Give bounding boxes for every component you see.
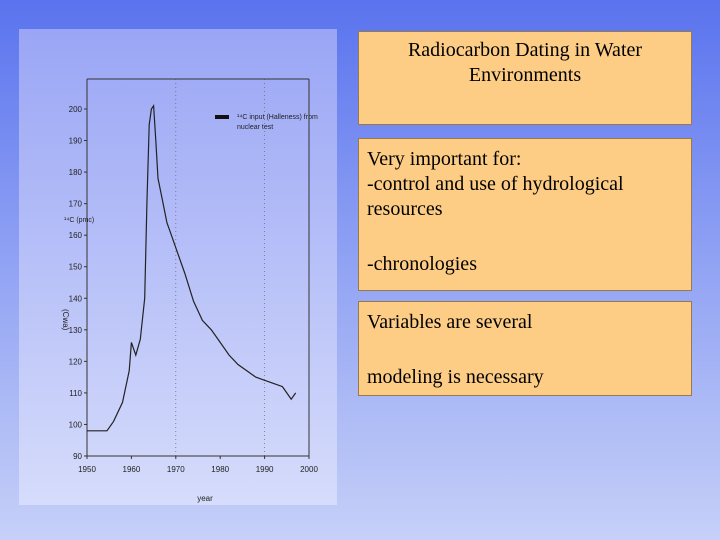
title-box: Radiocarbon Dating in Water Environments xyxy=(358,31,692,125)
legend-label-line1: ¹⁴C input (Halleness) from xyxy=(237,114,318,121)
spacer xyxy=(367,335,683,365)
x-tick-label: 2000 xyxy=(300,465,318,474)
y-tick-label: 190 xyxy=(69,137,83,146)
legend: ¹⁴C input (Halleness) from nuclear test xyxy=(215,114,318,131)
variables-box: Variables are several modeling is necess… xyxy=(358,301,692,396)
importance-box: Very important for: -control and use of … xyxy=(358,138,692,291)
x-axis-label: year xyxy=(197,494,213,503)
y-tick-label: 110 xyxy=(69,389,82,398)
x-tick-label: 1950 xyxy=(78,465,96,474)
y-tick-label: 130 xyxy=(69,326,83,335)
y-tick-label: 120 xyxy=(69,357,83,366)
importance-line-1: -control and use of hydrological xyxy=(367,173,624,195)
y-tick-label: 140 xyxy=(69,294,83,303)
y-tick-label: 200 xyxy=(69,105,83,114)
y-tick-label: 90 xyxy=(73,452,82,461)
x-tick-label: 1990 xyxy=(256,465,274,474)
y-tick-label: 100 xyxy=(69,420,83,429)
y-tick-label: 180 xyxy=(69,168,83,177)
importance-extra: -chronologies xyxy=(367,253,477,275)
x-tick-label: 1980 xyxy=(211,465,229,474)
series-line xyxy=(87,104,297,432)
legend-swatch xyxy=(215,115,229,119)
spacer xyxy=(367,222,683,252)
x-tick-label: 1960 xyxy=(123,465,141,474)
importance-line-2: resources xyxy=(367,198,443,220)
y-tick-label: 170 xyxy=(69,200,83,209)
importance-heading: Very important for: xyxy=(367,148,522,170)
legend-label-line2: nuclear test xyxy=(237,124,273,131)
radiocarbon-chart: 1950 1960 1970 1980 1990 2000 90 100 110 120 130 14… xyxy=(19,29,337,505)
variables-line-1: Variables are several xyxy=(367,311,533,333)
variables-line-2: modeling is necessary xyxy=(367,366,544,388)
x-tick-label: 1970 xyxy=(167,465,185,474)
chart-background xyxy=(19,29,337,505)
y-tick-label: 160 xyxy=(69,231,83,240)
title-line-2: Environments xyxy=(468,64,582,86)
y-tick-label: 150 xyxy=(69,263,83,272)
y-axis-label-top: ¹⁴C (pmc) xyxy=(64,217,94,224)
chart-panel: 1950 1960 1970 1980 1990 2000 90 100 110 120 130 14… xyxy=(19,29,337,505)
y-axis-label: (Cwa) xyxy=(61,309,70,331)
title-line-1: Radiocarbon Dating in Water xyxy=(407,39,643,61)
